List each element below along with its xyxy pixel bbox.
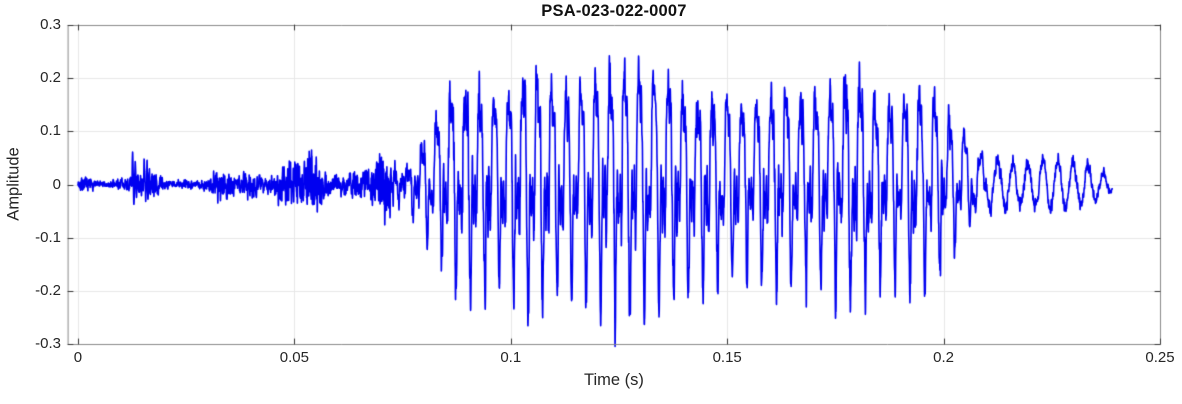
chart-title: PSA-023-022-0007 (541, 2, 687, 20)
y-tick-label: 0.1 (40, 122, 61, 140)
y-tick-label: 0.3 (40, 16, 61, 33)
x-tick-label: 0.2 (933, 349, 954, 366)
x-tick-label: 0.15 (712, 349, 742, 366)
x-tick-label: 0 (73, 349, 83, 366)
y-tick-label: 0 (52, 175, 61, 193)
y-tick-label: -0.3 (35, 335, 61, 352)
y-tick-label: -0.2 (35, 281, 61, 299)
x-axis-label: Time (s) (584, 371, 644, 389)
y-tick-label: 0.2 (40, 69, 61, 87)
x-tick-label: 0.25 (1145, 349, 1175, 366)
y-tick-label: -0.1 (35, 228, 61, 246)
x-tick-label: 0.05 (279, 349, 309, 366)
x-tick-label: 0.1 (500, 349, 522, 366)
